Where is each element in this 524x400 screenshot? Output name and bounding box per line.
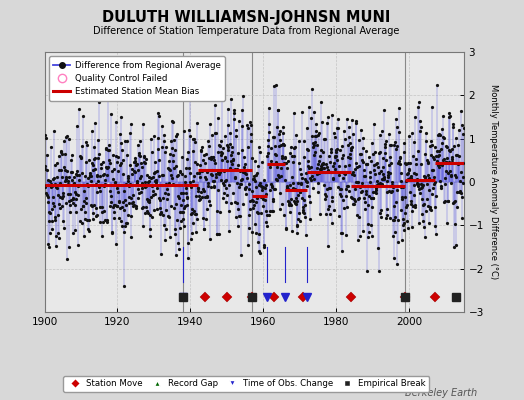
Text: Difference of Station Temperature Data from Regional Average: Difference of Station Temperature Data f…: [93, 26, 399, 36]
Legend: Station Move, Record Gap, Time of Obs. Change, Empirical Break: Station Move, Record Gap, Time of Obs. C…: [63, 376, 429, 392]
Text: Berkeley Earth: Berkeley Earth: [405, 388, 477, 398]
Y-axis label: Monthly Temperature Anomaly Difference (°C): Monthly Temperature Anomaly Difference (…: [489, 84, 498, 280]
Legend: Difference from Regional Average, Quality Control Failed, Estimated Station Mean: Difference from Regional Average, Qualit…: [49, 56, 225, 100]
Text: DULUTH WILLIAMSN-JOHNSN MUNI: DULUTH WILLIAMSN-JOHNSN MUNI: [102, 10, 390, 25]
